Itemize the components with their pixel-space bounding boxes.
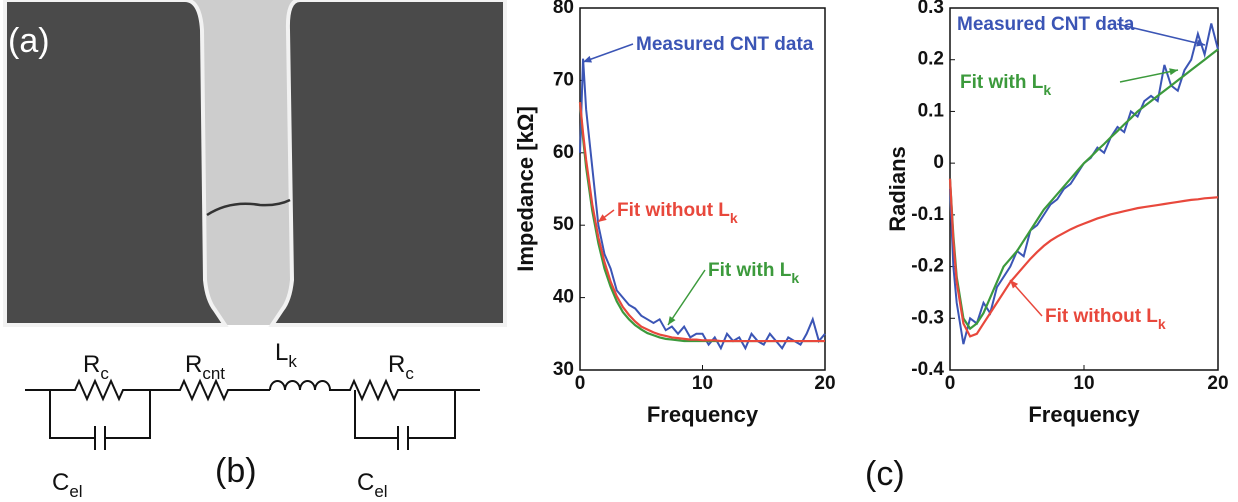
series-line	[948, 178, 1219, 338]
micrograph	[3, 0, 507, 327]
annotation: Fit with Lk	[708, 260, 799, 286]
plot-area	[579, 7, 826, 371]
annotation: Measured CNT data	[636, 34, 814, 55]
circuit-label-main: R	[83, 351, 100, 378]
annotation-main: Fit without L	[1045, 306, 1158, 327]
circuit-label-main: R	[388, 351, 405, 378]
y-tick-label: -0.3	[911, 307, 944, 328]
x-tick-label: 10	[692, 373, 713, 394]
arrow-head	[598, 214, 607, 222]
circuit-label-sub: c	[405, 364, 414, 383]
annotation-main: Fit with L	[960, 72, 1044, 93]
y-tick-label: -0.2	[911, 256, 944, 277]
annotation-sub: k	[730, 210, 738, 226]
circuit-label-main: C	[357, 469, 374, 496]
annotation-arrow	[582, 43, 634, 63]
y-tick-label: 50	[553, 214, 574, 235]
circuit-label-sub: el	[69, 482, 82, 501]
circuit	[25, 378, 480, 450]
arrow-head	[1010, 280, 1019, 289]
y-tick-label: 40	[553, 287, 574, 308]
annotation-sub: k	[791, 270, 799, 286]
circuit-label-sub: c	[100, 364, 109, 383]
y-tick-label: 0.2	[918, 49, 944, 70]
circuit-label: Cel	[52, 469, 83, 501]
annotation-arrow	[667, 269, 706, 326]
circuit-label: Lk	[275, 339, 297, 371]
panel-label: (a)	[8, 22, 50, 60]
y-tick-label: 70	[553, 69, 574, 90]
series-line	[578, 102, 825, 343]
annotation: Fit with Lk	[960, 72, 1051, 98]
arrow-head	[668, 316, 676, 325]
x-tick-label: 0	[575, 373, 586, 394]
circuit-label-main: R	[185, 351, 202, 378]
annotation-main: Measured CNT data	[636, 34, 814, 55]
circuit-label-sub: el	[374, 482, 387, 501]
circuit-label: Rcnt	[185, 351, 225, 383]
x-tick-label: 20	[1207, 373, 1228, 394]
annotation-arrow	[1116, 23, 1206, 46]
circuit-label: Cel	[357, 469, 388, 501]
circuit-label-sub: k	[288, 352, 297, 371]
x-axis-title: Frequency	[1028, 402, 1140, 427]
y-axis-title: Impedance [kΩ]	[513, 106, 538, 272]
arrow-head	[1169, 68, 1178, 76]
annotation: Measured CNT data	[957, 14, 1135, 35]
y-tick-label: 0.3	[918, 0, 944, 18]
y-tick-label: 0.1	[918, 100, 945, 121]
circuit-label-sub: cnt	[202, 364, 225, 383]
y-tick-label: 0	[933, 152, 944, 173]
plot-area	[949, 7, 1219, 371]
annotation-main: Measured CNT data	[957, 14, 1135, 35]
y-tick-label: -0.1	[911, 204, 944, 225]
series-line	[579, 58, 826, 351]
annotation-arrow	[1119, 69, 1179, 83]
y-axis-title: Radians	[885, 146, 910, 232]
annotation-sub: k	[1043, 82, 1051, 98]
circuit-label: Rc	[388, 351, 414, 383]
annotation: Fit without Lk	[617, 200, 738, 226]
annotation: Fit without Lk	[1045, 306, 1166, 332]
annotation-sub: k	[1158, 316, 1166, 332]
circuit-label: Rc	[83, 351, 109, 383]
y-tick-label: 80	[553, 0, 574, 18]
arrow-head	[1196, 39, 1205, 47]
circuit-label-main: L	[275, 339, 288, 366]
x-tick-label: 20	[814, 373, 835, 394]
annotation-main: Fit without L	[617, 200, 730, 221]
arrow-head	[583, 55, 592, 63]
annotation-main: Fit with L	[708, 260, 792, 281]
panel-label: (c)	[865, 455, 905, 493]
series-line	[948, 48, 1219, 331]
panel-label: (b)	[215, 452, 257, 490]
x-tick-label: 10	[1073, 373, 1094, 394]
x-tick-label: 0	[945, 373, 956, 394]
y-tick-label: 30	[553, 359, 574, 380]
x-axis-title: Frequency	[647, 402, 759, 427]
y-tick-label: 60	[553, 142, 574, 163]
y-tick-label: -0.4	[911, 359, 944, 380]
circuit-label-main: C	[52, 469, 69, 496]
